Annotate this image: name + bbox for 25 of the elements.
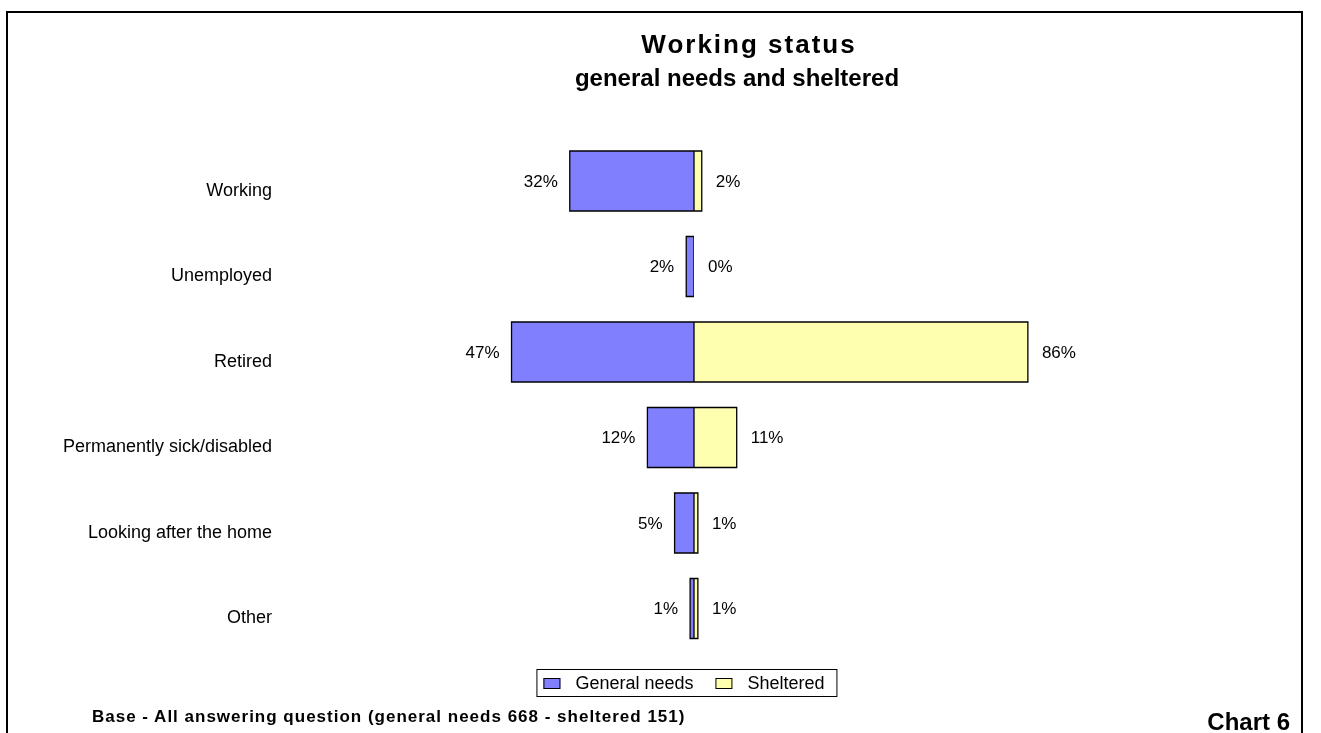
data-label: 1% <box>711 598 737 618</box>
y-tick-label: Looking after the home <box>87 521 272 542</box>
data-label: 2% <box>649 256 675 276</box>
data-label: 5% <box>638 513 663 533</box>
y-tick-label: Unemployed <box>170 265 272 286</box>
legend-label: General needs <box>575 672 694 694</box>
data-label: 32% <box>523 171 558 191</box>
data-label: 86% <box>1041 342 1076 362</box>
chart-subtitle: general needs and sheltered <box>574 64 900 91</box>
bar <box>685 235 694 298</box>
text: Working status <box>641 29 857 59</box>
data-label: 12% <box>601 427 636 447</box>
y-tick-label: Working <box>206 179 272 200</box>
y-tick-label: Retired <box>213 350 272 371</box>
data-label: 11% <box>750 427 784 447</box>
y-tick-label: Permanently sick/disabled <box>62 436 272 457</box>
data-label: 47% <box>465 342 500 362</box>
data-label: 2% <box>715 171 741 191</box>
text: Base - All answering question (general needs 668 - sheltered 151) <box>92 707 686 727</box>
data-label: 1% <box>653 598 679 618</box>
data-label: 1% <box>711 513 737 533</box>
y-tick-label: Other <box>226 607 272 628</box>
data-label: 0% <box>708 256 733 276</box>
caption: Chart 6 <box>1207 708 1290 733</box>
legend-label: Sheltered <box>747 672 825 694</box>
